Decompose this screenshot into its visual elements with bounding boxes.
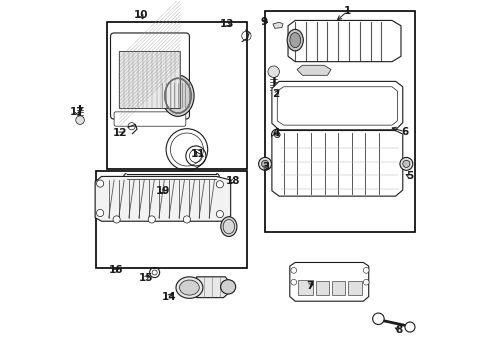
Text: 14: 14 xyxy=(162,292,176,302)
Text: 6: 6 xyxy=(401,127,408,136)
Circle shape xyxy=(183,216,191,223)
Circle shape xyxy=(271,129,283,140)
Circle shape xyxy=(268,66,279,77)
Text: 5: 5 xyxy=(406,171,414,181)
Text: 7: 7 xyxy=(306,281,313,291)
Circle shape xyxy=(76,116,84,125)
Circle shape xyxy=(148,216,155,223)
Polygon shape xyxy=(290,262,368,301)
Text: 9: 9 xyxy=(261,17,268,27)
Text: 18: 18 xyxy=(225,176,240,186)
Circle shape xyxy=(405,322,415,332)
Polygon shape xyxy=(288,21,401,62)
Ellipse shape xyxy=(179,280,199,295)
Bar xyxy=(96,171,247,268)
Text: 4: 4 xyxy=(273,129,280,138)
Circle shape xyxy=(373,313,384,324)
Ellipse shape xyxy=(220,280,236,294)
Bar xyxy=(348,281,362,295)
Bar xyxy=(316,281,329,295)
FancyBboxPatch shape xyxy=(114,112,186,126)
Circle shape xyxy=(97,180,104,187)
Circle shape xyxy=(259,157,271,170)
Circle shape xyxy=(274,132,280,138)
Bar xyxy=(120,51,180,108)
Circle shape xyxy=(291,267,296,273)
Text: 2: 2 xyxy=(272,89,280,99)
Text: 13: 13 xyxy=(220,19,234,29)
Text: 15: 15 xyxy=(139,273,154,283)
Text: 3: 3 xyxy=(262,162,269,172)
Text: 16: 16 xyxy=(109,265,123,275)
FancyBboxPatch shape xyxy=(111,33,190,119)
Circle shape xyxy=(97,210,104,217)
Circle shape xyxy=(113,216,120,223)
Circle shape xyxy=(291,279,296,285)
Polygon shape xyxy=(273,22,283,28)
Bar xyxy=(298,280,313,295)
Circle shape xyxy=(216,181,223,188)
Polygon shape xyxy=(95,176,231,221)
Circle shape xyxy=(216,211,223,218)
Text: 10: 10 xyxy=(134,10,148,20)
Bar xyxy=(332,281,345,295)
Ellipse shape xyxy=(287,30,303,51)
Ellipse shape xyxy=(221,217,237,237)
Circle shape xyxy=(364,267,369,273)
Text: 12: 12 xyxy=(113,129,128,138)
Text: 11: 11 xyxy=(191,149,205,159)
Polygon shape xyxy=(272,81,403,130)
Ellipse shape xyxy=(162,75,194,116)
Text: 1: 1 xyxy=(343,6,351,17)
Circle shape xyxy=(262,160,269,167)
Text: 17: 17 xyxy=(70,107,84,117)
Circle shape xyxy=(403,160,410,167)
Ellipse shape xyxy=(176,277,203,298)
Bar xyxy=(107,22,247,169)
Polygon shape xyxy=(196,277,229,298)
Bar xyxy=(265,12,416,232)
Circle shape xyxy=(364,279,369,285)
Polygon shape xyxy=(272,131,403,196)
Ellipse shape xyxy=(290,33,300,48)
Circle shape xyxy=(400,157,413,170)
Text: 19: 19 xyxy=(155,186,170,197)
Polygon shape xyxy=(297,65,331,75)
Text: 8: 8 xyxy=(395,325,403,335)
